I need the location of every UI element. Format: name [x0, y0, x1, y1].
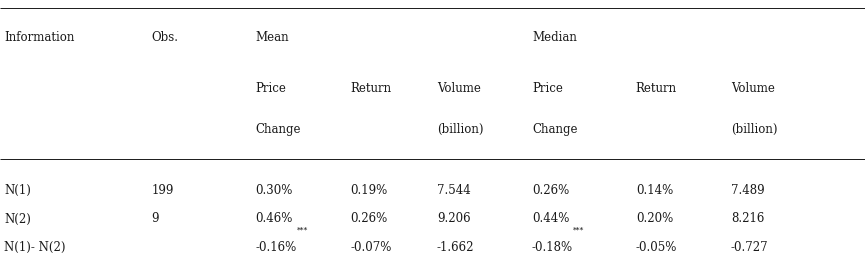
Text: 9: 9 — [151, 212, 159, 226]
Text: -0.05%: -0.05% — [636, 241, 677, 254]
Text: -0.07%: -0.07% — [350, 241, 392, 254]
Text: N(2): N(2) — [4, 212, 31, 226]
Text: 7.544: 7.544 — [437, 184, 471, 197]
Text: Volume: Volume — [437, 82, 481, 95]
Text: 0.26%: 0.26% — [532, 184, 569, 197]
Text: Information: Information — [4, 31, 74, 44]
Text: 9.206: 9.206 — [437, 212, 471, 226]
Text: (billion): (billion) — [437, 123, 484, 136]
Text: -1.662: -1.662 — [437, 241, 474, 254]
Text: -0.727: -0.727 — [731, 241, 768, 254]
Text: 0.20%: 0.20% — [636, 212, 673, 226]
Text: 0.44%: 0.44% — [532, 212, 569, 226]
Text: 0.14%: 0.14% — [636, 184, 673, 197]
Text: Mean: Mean — [255, 31, 289, 44]
Text: (billion): (billion) — [731, 123, 778, 136]
Text: Price: Price — [255, 82, 286, 95]
Text: 7.489: 7.489 — [731, 184, 765, 197]
Text: Median: Median — [532, 31, 577, 44]
Text: Return: Return — [350, 82, 392, 95]
Text: 0.46%: 0.46% — [255, 212, 292, 226]
Text: ***: *** — [297, 227, 308, 234]
Text: -0.16%: -0.16% — [255, 241, 297, 254]
Text: Volume: Volume — [731, 82, 775, 95]
Text: 199: 199 — [151, 184, 174, 197]
Text: 8.216: 8.216 — [731, 212, 765, 226]
Text: 0.19%: 0.19% — [350, 184, 388, 197]
Text: 0.30%: 0.30% — [255, 184, 292, 197]
Text: Obs.: Obs. — [151, 31, 178, 44]
Text: -0.18%: -0.18% — [532, 241, 573, 254]
Text: Change: Change — [255, 123, 301, 136]
Text: Return: Return — [636, 82, 677, 95]
Text: N(1)- N(2): N(1)- N(2) — [4, 241, 66, 254]
Text: ***: *** — [573, 227, 585, 234]
Text: Change: Change — [532, 123, 578, 136]
Text: Price: Price — [532, 82, 563, 95]
Text: 0.26%: 0.26% — [350, 212, 388, 226]
Text: N(1): N(1) — [4, 184, 31, 197]
